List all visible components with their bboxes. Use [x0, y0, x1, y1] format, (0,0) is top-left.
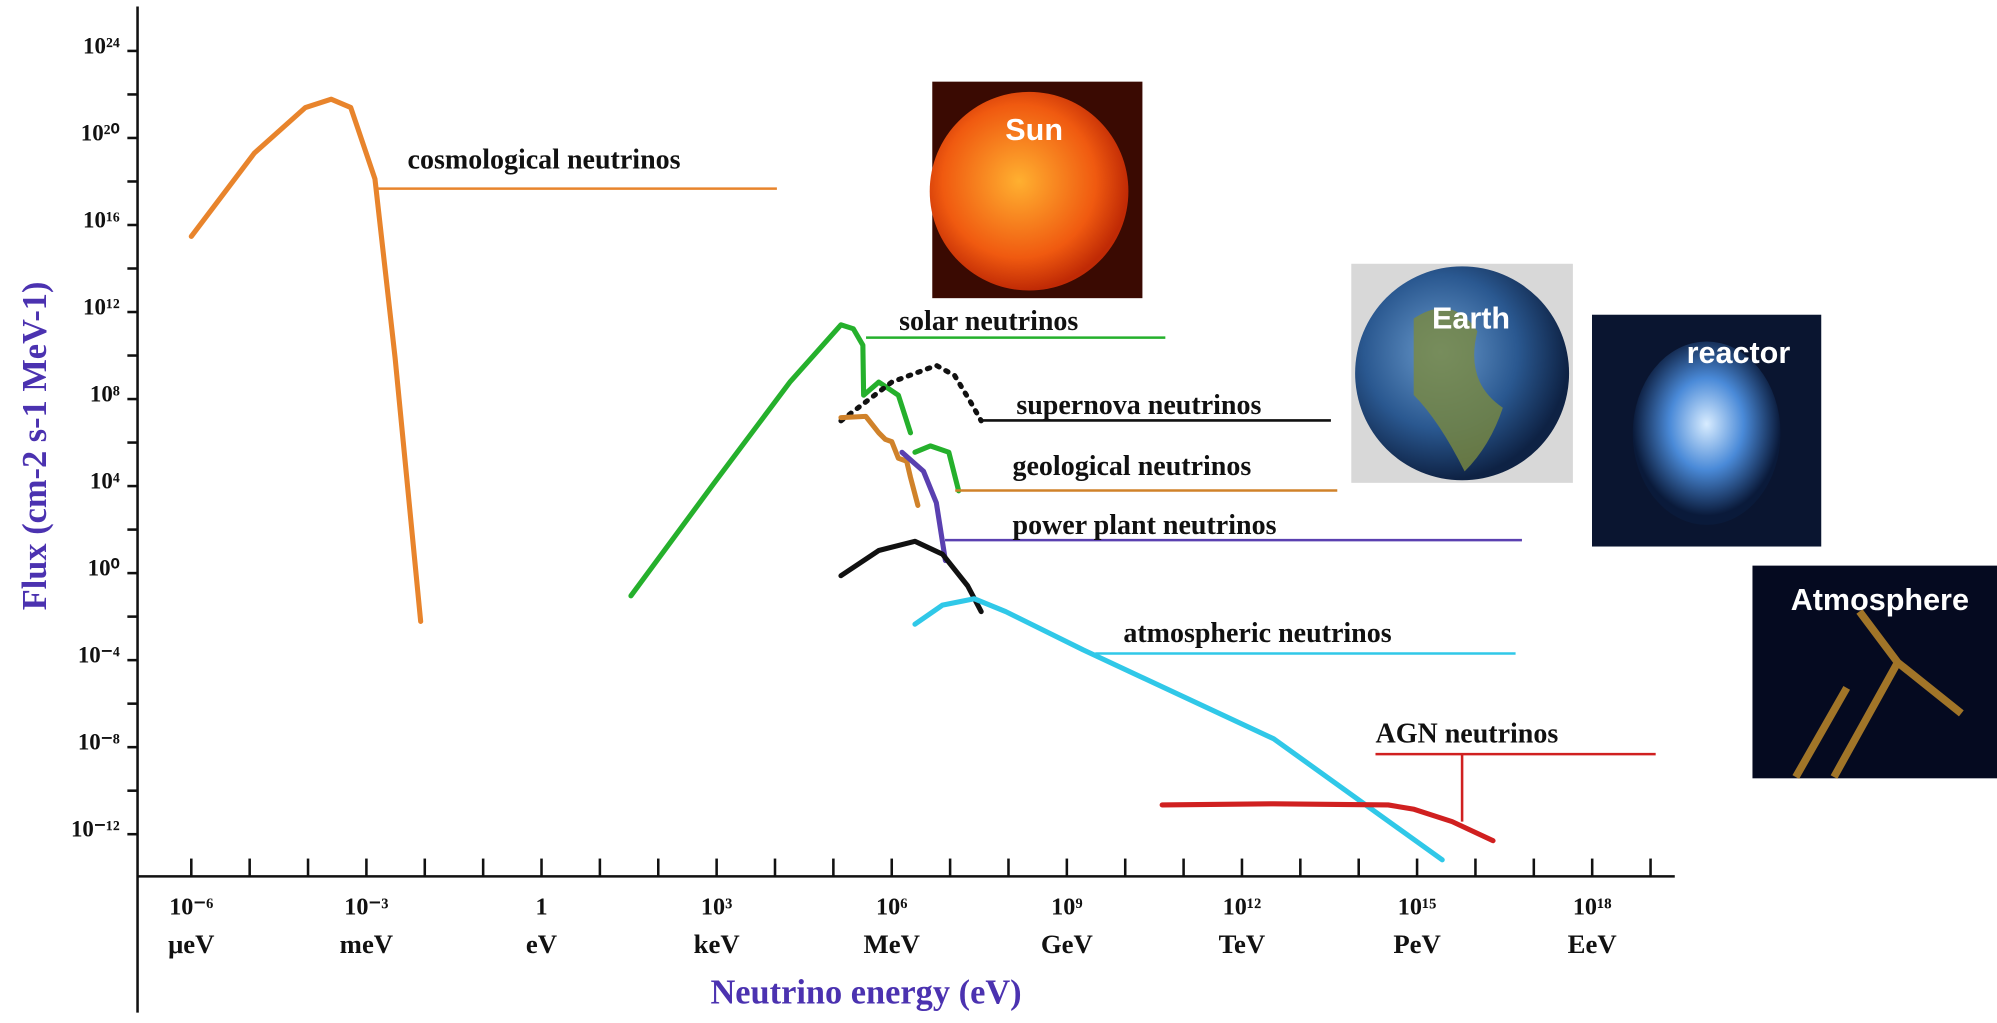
y-tick-label: 10⁻¹² [71, 817, 120, 842]
y-tick-label: 10⁴ [90, 469, 120, 494]
x-tick-label: 10¹⁸ [1573, 894, 1612, 921]
x-tick-unit: μeV [168, 929, 214, 959]
image-label: Sun [1005, 113, 1063, 147]
x-tick-unit: GeV [1041, 929, 1093, 959]
series-line [191, 99, 420, 621]
earth-image: Earth [1351, 264, 1573, 483]
y-tick-label: 10⁻⁸ [78, 730, 120, 755]
series-line [1162, 804, 1493, 841]
series-label: AGN neutrinos [1375, 719, 1558, 750]
series-label: cosmological neutrinos [408, 144, 681, 175]
y-tick-label: 10⁸ [90, 382, 120, 407]
page: {"chart_data": {"type": "line", "xlabel"… [0, 0, 1997, 1023]
x-tick-label: 10¹² [1223, 894, 1262, 921]
x-tick-unit: EeV [1568, 929, 1617, 959]
x-tick-unit: keV [694, 929, 740, 959]
series-label: supernova neutrinos [1016, 390, 1261, 421]
x-tick-label: 10³ [701, 894, 732, 921]
y-tick-label: 10¹² [83, 295, 120, 320]
reactor-image: reactor [1592, 315, 1821, 547]
y-tick-label: 10⁻⁴ [78, 643, 120, 668]
series-label: atmospheric neutrinos [1123, 618, 1391, 649]
x-tick-label: 10⁻³ [344, 894, 388, 921]
series-label: solar neutrinos [899, 306, 1078, 337]
x-tick-label: 10⁹ [1051, 894, 1082, 921]
sun-image: Sun [930, 82, 1143, 299]
image-label: Earth [1432, 302, 1510, 336]
x-tick-unit: eV [526, 929, 557, 959]
y-axis-title: Flux (cm-2 s-1 MeV-1) [16, 282, 54, 611]
x-tick-label: 1 [535, 894, 547, 921]
x-tick-unit: PeV [1393, 929, 1441, 959]
x-axis-title: Neutrino energy (eV) [710, 974, 1021, 1012]
x-tick-unit: TeV [1219, 929, 1266, 959]
y-tick-label: 10⁰ [88, 556, 120, 581]
y-tick-label: 10¹⁶ [83, 208, 120, 233]
y-tick-label: 10²⁴ [83, 33, 120, 58]
x-tick-label: 10⁶ [876, 894, 907, 921]
series-label: geological neutrinos [1013, 451, 1252, 482]
series-label: power plant neutrinos [1013, 510, 1277, 541]
x-tick-label: 10¹⁵ [1398, 894, 1437, 921]
image-label: reactor [1687, 336, 1791, 370]
y-tick-label: 10²⁰ [81, 121, 120, 146]
x-tick-unit: meV [340, 929, 393, 959]
x-tick-label: 10⁻⁶ [169, 894, 213, 921]
atmosphere-image: Atmosphere [1752, 566, 1997, 779]
image-label: Atmosphere [1791, 583, 1969, 617]
x-tick-unit: MeV [864, 929, 920, 959]
chart: Sun Earth reactor Atmosphere Neutrino en… [0, 0, 1997, 1023]
series-line [841, 416, 918, 505]
